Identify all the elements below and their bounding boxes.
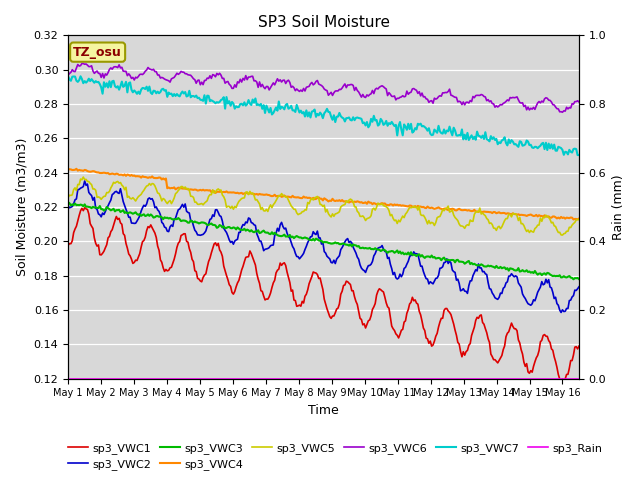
sp3_VWC3 — [64, 199, 72, 205]
sp3_VWC2 — [238, 225, 246, 230]
sp3_VWC5 — [559, 232, 566, 238]
Line: sp3_VWC2: sp3_VWC2 — [68, 181, 579, 312]
sp3_VWC5 — [64, 194, 72, 200]
sp3_VWC1 — [150, 228, 157, 233]
sp3_VWC4 — [131, 173, 138, 179]
Line: sp3_VWC1: sp3_VWC1 — [68, 208, 579, 381]
sp3_VWC4 — [575, 216, 583, 221]
sp3_VWC4 — [570, 216, 577, 222]
sp3_VWC1 — [238, 267, 246, 273]
Line: sp3_VWC5: sp3_VWC5 — [68, 177, 579, 235]
sp3_VWC5 — [575, 217, 583, 223]
sp3_VWC3 — [148, 213, 156, 218]
sp3_VWC2 — [326, 256, 333, 262]
sp3_VWC1 — [567, 358, 575, 363]
sp3_VWC1 — [575, 343, 583, 349]
sp3_VWC3 — [129, 211, 137, 216]
sp3_VWC7 — [238, 101, 246, 107]
sp3_VWC3 — [324, 240, 332, 246]
sp3_VWC6 — [575, 99, 583, 105]
sp3_Rain — [575, 376, 583, 382]
sp3_VWC4 — [238, 190, 246, 196]
sp3_VWC2 — [150, 199, 157, 204]
Line: sp3_VWC6: sp3_VWC6 — [68, 63, 579, 112]
sp3_VWC4 — [326, 198, 333, 204]
sp3_Rain — [64, 376, 72, 382]
Y-axis label: Soil Moisture (m3/m3): Soil Moisture (m3/m3) — [15, 138, 28, 276]
X-axis label: Time: Time — [308, 404, 339, 417]
sp3_VWC5 — [326, 213, 333, 218]
sp3_VWC3 — [575, 276, 583, 282]
sp3_VWC5 — [150, 181, 157, 187]
sp3_VWC2 — [557, 310, 565, 315]
sp3_VWC2 — [575, 284, 583, 290]
sp3_VWC4 — [440, 206, 448, 212]
sp3_VWC5 — [567, 225, 575, 230]
sp3_VWC7 — [77, 73, 84, 79]
sp3_VWC5 — [79, 174, 87, 180]
sp3_Rain — [564, 376, 572, 382]
sp3_VWC5 — [238, 196, 246, 202]
sp3_VWC2 — [440, 260, 448, 265]
Y-axis label: Rain (mm): Rain (mm) — [612, 174, 625, 240]
sp3_VWC7 — [64, 73, 72, 79]
sp3_VWC7 — [566, 147, 573, 153]
Title: SP3 Soil Moisture: SP3 Soil Moisture — [257, 15, 390, 30]
Line: sp3_VWC7: sp3_VWC7 — [68, 76, 579, 155]
sp3_Rain — [148, 376, 156, 382]
sp3_VWC2 — [81, 178, 88, 184]
sp3_VWC4 — [72, 166, 80, 172]
sp3_VWC7 — [131, 87, 138, 93]
Legend: sp3_VWC1, sp3_VWC2, sp3_VWC3, sp3_VWC4, sp3_VWC5, sp3_VWC6, sp3_VWC7, sp3_Rain: sp3_VWC1, sp3_VWC2, sp3_VWC3, sp3_VWC4, … — [63, 438, 607, 474]
sp3_VWC7 — [150, 88, 157, 94]
sp3_VWC1 — [326, 314, 333, 320]
sp3_VWC2 — [131, 220, 138, 226]
sp3_VWC2 — [64, 203, 72, 209]
sp3_Rain — [236, 376, 244, 382]
sp3_VWC1 — [557, 378, 565, 384]
sp3_Rain — [324, 376, 332, 382]
sp3_VWC1 — [440, 308, 448, 313]
sp3_VWC3 — [564, 274, 572, 279]
sp3_VWC6 — [238, 79, 246, 85]
sp3_Rain — [439, 376, 447, 382]
sp3_VWC4 — [64, 166, 72, 172]
sp3_VWC1 — [64, 242, 72, 248]
sp3_VWC4 — [150, 175, 157, 181]
sp3_VWC6 — [567, 105, 575, 111]
sp3_VWC3 — [570, 276, 577, 282]
sp3_VWC1 — [81, 205, 88, 211]
sp3_VWC7 — [440, 127, 448, 132]
sp3_VWC7 — [326, 109, 333, 115]
sp3_VWC1 — [131, 260, 138, 265]
Text: TZ_osu: TZ_osu — [73, 46, 122, 59]
sp3_VWC7 — [573, 152, 581, 158]
sp3_VWC6 — [131, 77, 138, 83]
sp3_VWC2 — [567, 297, 575, 303]
sp3_VWC5 — [131, 196, 138, 202]
sp3_VWC6 — [150, 66, 157, 72]
sp3_VWC3 — [236, 227, 244, 233]
sp3_VWC6 — [440, 90, 448, 96]
sp3_VWC4 — [566, 215, 573, 221]
Line: sp3_VWC4: sp3_VWC4 — [68, 169, 579, 219]
sp3_VWC7 — [575, 152, 583, 158]
sp3_VWC5 — [440, 208, 448, 214]
Line: sp3_VWC3: sp3_VWC3 — [68, 202, 579, 279]
sp3_VWC3 — [439, 256, 447, 262]
sp3_VWC6 — [64, 72, 72, 78]
sp3_VWC6 — [78, 60, 86, 66]
sp3_VWC6 — [326, 91, 333, 96]
sp3_Rain — [129, 376, 137, 382]
sp3_VWC6 — [559, 109, 566, 115]
